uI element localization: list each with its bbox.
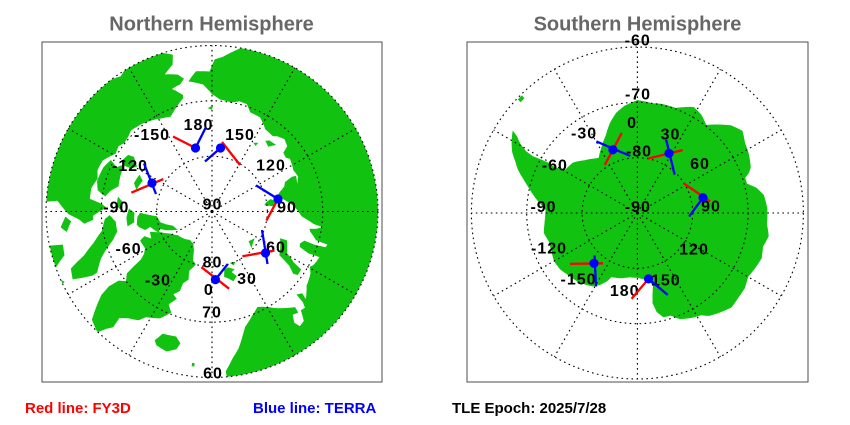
- svg-text:30: 30: [661, 127, 681, 144]
- svg-text:-120: -120: [531, 241, 567, 258]
- svg-text:-60: -60: [116, 241, 142, 258]
- svg-text:-60: -60: [625, 32, 651, 49]
- svg-text:-90: -90: [530, 199, 556, 216]
- svg-text:-150: -150: [560, 272, 596, 289]
- svg-text:80: 80: [203, 255, 223, 272]
- svg-text:-150: -150: [134, 127, 170, 144]
- svg-text:30: 30: [237, 271, 257, 288]
- svg-text:-80: -80: [626, 144, 652, 161]
- svg-text:150: 150: [651, 272, 681, 289]
- svg-text:-90: -90: [625, 199, 651, 216]
- svg-text:120: 120: [256, 158, 286, 175]
- svg-text:-60: -60: [542, 158, 568, 175]
- svg-text:60: 60: [690, 156, 710, 173]
- svg-text:-30: -30: [145, 273, 171, 290]
- svg-text:0: 0: [627, 115, 637, 132]
- svg-text:60: 60: [203, 366, 223, 383]
- svg-text:Red line: FY3D: Red line: FY3D: [25, 400, 131, 417]
- svg-text:Southern Hemisphere: Southern Hemisphere: [534, 14, 742, 36]
- svg-text:-90: -90: [103, 200, 129, 217]
- svg-text:90: 90: [701, 199, 721, 216]
- svg-text:180: 180: [610, 283, 640, 300]
- svg-text:Northern Hemisphere: Northern Hemisphere: [109, 14, 314, 36]
- svg-text:120: 120: [679, 242, 709, 259]
- svg-text:150: 150: [225, 127, 255, 144]
- svg-text:-120: -120: [112, 158, 148, 175]
- svg-text:Blue line: TERRA: Blue line: TERRA: [253, 400, 377, 417]
- svg-text:-30: -30: [571, 125, 597, 142]
- svg-text:-70: -70: [625, 87, 651, 104]
- svg-text:70: 70: [202, 305, 222, 322]
- svg-text:0: 0: [204, 282, 214, 299]
- svg-text:180: 180: [184, 117, 214, 134]
- svg-text:TLE Epoch: 2025/7/28: TLE Epoch: 2025/7/28: [452, 400, 606, 417]
- svg-text:90: 90: [277, 200, 297, 217]
- svg-text:90: 90: [203, 197, 223, 214]
